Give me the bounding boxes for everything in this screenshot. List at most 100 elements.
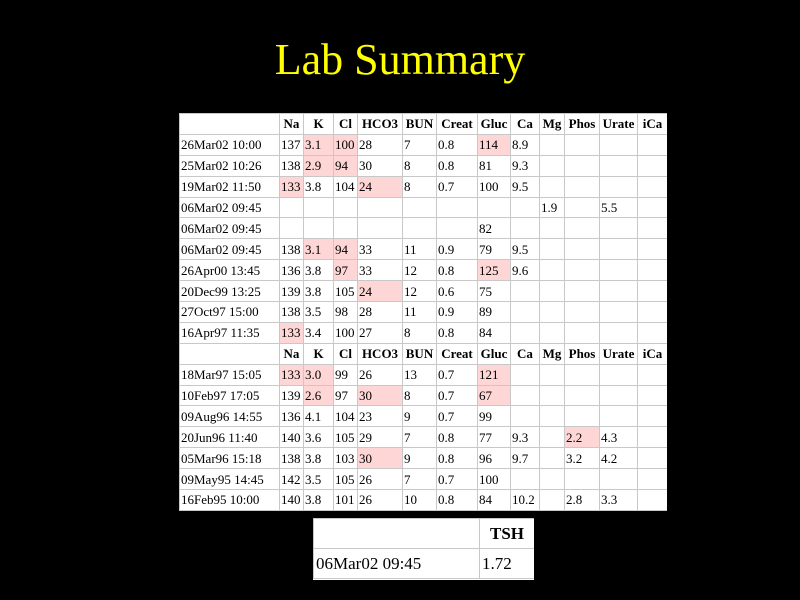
- table-cell: [637, 175, 667, 198]
- table-cell: 142: [279, 468, 304, 491]
- table-cell: 138: [279, 154, 304, 177]
- table-cell: 103: [333, 447, 358, 470]
- row-date-cell: 26Mar02 10:00: [179, 133, 280, 156]
- table-cell: 10: [402, 489, 437, 511]
- tsh-table: TSH 06Mar02 09:45 1.72: [313, 518, 534, 579]
- table-cell: [564, 133, 600, 156]
- table-row: 20Jun96 11:40 140 3.6 105 29 7 0.8 77 9.3 2.2 4.3: [179, 426, 667, 449]
- row-date-cell: 25Mar02 10:26: [179, 154, 280, 177]
- table-cell: [599, 280, 638, 303]
- table-cell: 4.1: [303, 405, 334, 428]
- table-cell: 4.2: [599, 447, 638, 470]
- table-cell: 0.8: [436, 259, 478, 282]
- table-row: 09May95 14:45 142 3.5 105 26 7 0.7 100: [179, 468, 667, 491]
- column-header: Na: [279, 113, 304, 135]
- table-cell: 0.9: [436, 238, 478, 261]
- table-cell: [333, 196, 358, 219]
- table-cell: 8: [402, 384, 437, 407]
- table-cell: 9: [402, 405, 437, 428]
- table-cell: [539, 154, 565, 177]
- column-header: [179, 342, 280, 365]
- table-cell: 140: [279, 489, 304, 511]
- column-header: Gluc: [477, 113, 511, 135]
- table-cell: 9.5: [510, 175, 540, 198]
- table-cell: [637, 468, 667, 491]
- tsh-panel: TSH 06Mar02 09:45 1.72: [313, 518, 534, 580]
- tsh-header-blank: [313, 518, 480, 549]
- table-cell: [637, 217, 667, 240]
- table-cell: 100: [477, 175, 511, 198]
- table-cell: 140: [279, 426, 304, 449]
- table-cell: 100: [477, 468, 511, 491]
- table-cell: 33: [357, 238, 403, 261]
- table-cell: [539, 217, 565, 240]
- column-header: HCO3: [357, 113, 403, 135]
- table-cell: 104: [333, 405, 358, 428]
- table-cell: [539, 384, 565, 407]
- table-row: 06Mar02 09:45 138 3.1 94 33 11 0.9 79 9.5: [179, 238, 667, 261]
- column-header: [179, 113, 280, 135]
- table-cell: 24: [357, 175, 403, 198]
- table-cell: [564, 384, 600, 407]
- table-cell: [637, 196, 667, 219]
- table-cell: 9.7: [510, 447, 540, 470]
- slide-title: Lab Summary: [274, 35, 526, 84]
- table-cell: 5.5: [599, 196, 638, 219]
- table-cell: 101: [333, 489, 358, 511]
- table-cell: [539, 133, 565, 156]
- table-cell: 105: [333, 280, 358, 303]
- table-cell: [436, 217, 478, 240]
- table-cell: [539, 175, 565, 198]
- table-cell: [637, 447, 667, 470]
- table-cell: 3.8: [303, 280, 334, 303]
- column-header: Cl: [333, 342, 358, 365]
- table-cell: 100: [333, 133, 358, 156]
- table-cell: [510, 301, 540, 323]
- table-cell: 82: [477, 217, 511, 240]
- table-cell: [539, 280, 565, 303]
- table-cell: 139: [279, 384, 304, 407]
- table-cell: 0.8: [436, 321, 478, 344]
- tsh-date: 06Mar02 09:45: [313, 548, 480, 579]
- table-cell: 3.3: [599, 489, 638, 511]
- table-cell: [539, 321, 565, 344]
- column-header: iCa: [637, 342, 667, 365]
- table-cell: 84: [477, 489, 511, 511]
- row-date-cell: 27Oct97 15:00: [179, 301, 280, 323]
- table-cell: [564, 468, 600, 491]
- column-header: Gluc: [477, 342, 511, 365]
- row-date-cell: 16Apr97 11:35: [179, 321, 280, 344]
- row-date-cell: 20Dec99 13:25: [179, 280, 280, 303]
- table-cell: 138: [279, 301, 304, 323]
- table-cell: 0.8: [436, 154, 478, 177]
- table-cell: 0.7: [436, 405, 478, 428]
- column-header: Creat: [436, 113, 478, 135]
- table-cell: 89: [477, 301, 511, 323]
- table-row: 06Mar02 09:45 1.9 5.5: [179, 196, 667, 219]
- table-cell: [599, 259, 638, 282]
- table-cell: [637, 238, 667, 261]
- table-cell: 29: [357, 426, 403, 449]
- column-header: Ca: [510, 342, 540, 365]
- table-cell: 67: [477, 384, 511, 407]
- table-cell: 4.3: [599, 426, 638, 449]
- row-date-cell: 05Mar96 15:18: [179, 447, 280, 470]
- table-cell: [303, 196, 334, 219]
- table-cell: 105: [333, 468, 358, 491]
- table-cell: 0.8: [436, 489, 478, 511]
- table-cell: [599, 133, 638, 156]
- table-cell: [539, 301, 565, 323]
- table-cell: 77: [477, 426, 511, 449]
- table-cell: [564, 280, 600, 303]
- row-date-cell: 18Mar97 15:05: [179, 363, 280, 386]
- table-cell: [510, 217, 540, 240]
- column-header: iCa: [637, 113, 667, 135]
- table-cell: 97: [333, 384, 358, 407]
- table-cell: [599, 154, 638, 177]
- table-cell: [539, 363, 565, 386]
- table-cell: 3.5: [303, 301, 334, 323]
- table-cell: 0.6: [436, 280, 478, 303]
- table-cell: [599, 217, 638, 240]
- table-cell: [599, 321, 638, 344]
- column-header: K: [303, 342, 334, 365]
